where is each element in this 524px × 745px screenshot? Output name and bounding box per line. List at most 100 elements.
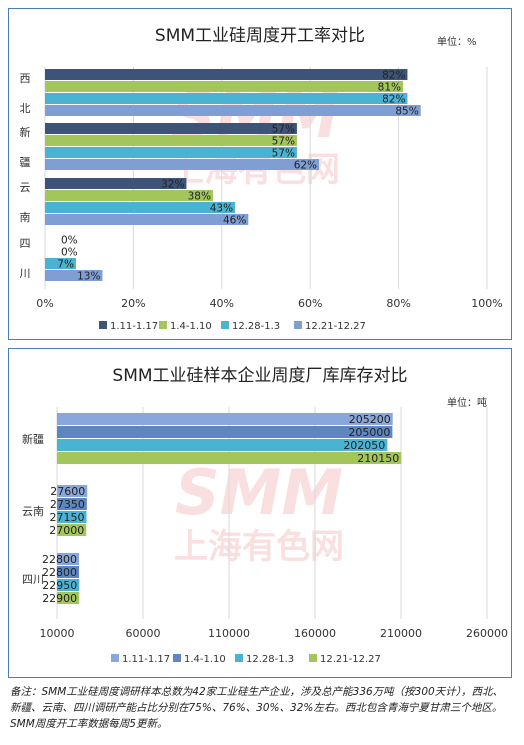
x-tick-label: 80% [386, 297, 410, 310]
legend-label: 1.4-1.10 [184, 654, 226, 665]
data-label: 57% [272, 148, 295, 160]
legend-swatch [221, 321, 229, 329]
x-tick-label: 60000 [126, 627, 161, 640]
data-label: 13% [77, 271, 100, 283]
data-label: 0% [61, 235, 78, 247]
bar [45, 147, 297, 158]
data-label: 46% [223, 215, 246, 227]
category-label: 四 [20, 237, 31, 250]
category-label: 南 [20, 211, 31, 224]
bar [57, 592, 80, 604]
category-label: 云南 [22, 505, 44, 518]
legend-label: 12.21-12.27 [320, 654, 381, 665]
data-label: 27000 [49, 524, 84, 537]
data-label: 81% [378, 82, 401, 94]
data-label: 22800 [42, 566, 77, 579]
x-tick-label: 260000 [466, 627, 508, 640]
data-label: 22900 [42, 592, 77, 605]
data-label: 22950 [42, 579, 77, 592]
bar [45, 105, 421, 116]
x-tick-label: 60% [298, 297, 322, 310]
bar [45, 81, 404, 92]
category-label: 西 [20, 72, 31, 85]
data-label: 205200 [349, 413, 391, 426]
inventory-unit-label: 单位：吨 [447, 398, 487, 409]
data-label: 57% [272, 124, 295, 136]
bar [45, 178, 187, 189]
data-label: 82% [382, 70, 405, 82]
bar [57, 511, 87, 523]
legend-label: 1.11-1.17 [110, 321, 158, 332]
bar [57, 566, 80, 578]
data-label: 0% [61, 247, 78, 259]
legend-swatch [235, 654, 243, 662]
watermark-text: 上海有色网 [174, 527, 344, 567]
bar [45, 69, 408, 80]
bar [57, 498, 87, 510]
bar [57, 579, 80, 591]
data-label: 210150 [357, 452, 399, 465]
bar [45, 190, 213, 201]
footnote-line-2: 新疆、云南、四川调研产能占比分别在75%、76%、30%、32%左右。西北包含青… [10, 702, 503, 714]
legend-label: 12.21-12.27 [305, 321, 366, 332]
x-tick-label: 210000 [380, 627, 422, 640]
legend-swatch [99, 321, 107, 329]
bar [57, 452, 402, 464]
data-label: 7% [57, 259, 74, 271]
data-label: 38% [188, 191, 211, 203]
utilization-chart-title: SMM工业硅周度开工率对比 [154, 26, 366, 46]
legend-label: 1.4-1.10 [170, 321, 212, 332]
utilization-chart-panel: SMM工业硅周度开工率对比 单位：% SMM上海有色网0%20%40%60%80… [8, 8, 512, 340]
category-label: 四川 [22, 573, 44, 586]
category-label: 新 [20, 125, 31, 139]
data-label: 27600 [50, 485, 85, 498]
data-label: 62% [294, 160, 317, 172]
bar [45, 135, 297, 146]
data-label: 57% [272, 136, 295, 148]
data-label: 43% [210, 203, 233, 215]
bar [45, 270, 103, 281]
bar [45, 93, 408, 104]
x-tick-label: 160000 [294, 627, 336, 640]
bar [57, 439, 388, 451]
legend-swatch [173, 654, 181, 662]
bar [45, 123, 297, 134]
data-label: 27350 [50, 498, 85, 511]
data-label: 205000 [348, 426, 390, 439]
bar [45, 202, 236, 213]
category-label: 川 [20, 267, 31, 280]
category-label: 北 [20, 102, 31, 115]
watermark-logo: SMM [175, 456, 343, 529]
bar [57, 524, 87, 536]
data-label: 27150 [49, 511, 84, 524]
legend-swatch [159, 321, 167, 329]
x-tick-label: 10000 [40, 627, 75, 640]
utilization-unit-label: 单位：% [437, 37, 477, 48]
bar [57, 413, 393, 425]
bar [57, 485, 88, 497]
category-label: 疆 [20, 156, 31, 169]
bar [45, 159, 320, 170]
bar [45, 214, 249, 225]
x-tick-label: 20% [121, 297, 145, 310]
footnote-line-3: SMM周度开工率数据每周5更新。 [10, 718, 168, 730]
data-label: 85% [395, 106, 418, 118]
footnote-line-1: 备注：SMM工业硅周度调研样本总数为42家工业硅生产企业，涉及总产能336万吨（… [10, 686, 503, 698]
inventory-chart-panel: SMM工业硅样本企业周度厂库库存对比 单位：吨 SMM 上海有色网 10000 600… [8, 348, 512, 678]
data-label: 22800 [42, 553, 77, 566]
x-tick-label: 110000 [208, 627, 250, 640]
category-label: 云 [20, 181, 31, 194]
data-label: 202050 [343, 439, 385, 452]
bar [57, 553, 80, 565]
x-tick-label: 100% [471, 297, 502, 310]
inventory-chart-title: SMM工业硅样本企业周度厂库库存对比 [112, 366, 408, 386]
utilization-chart: SMM上海有色网0%20%40%60%80%100%西北82%81%82%85%… [20, 67, 503, 332]
footnote: 备注：SMM工业硅周度调研样本总数为42家工业硅生产企业，涉及总产能336万吨（… [10, 684, 516, 732]
bar [45, 258, 76, 269]
legend-swatch [111, 654, 119, 662]
data-label: 32% [161, 179, 184, 191]
legend-label: 12.28-1.3 [232, 321, 280, 332]
data-label: 82% [382, 94, 405, 106]
x-tick-label: 0% [36, 297, 53, 310]
